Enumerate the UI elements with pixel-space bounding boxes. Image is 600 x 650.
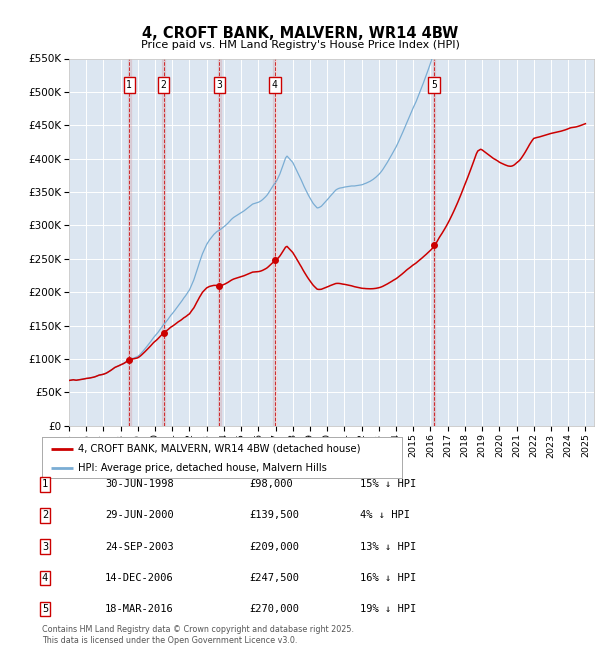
Text: 19% ↓ HPI: 19% ↓ HPI <box>360 604 416 614</box>
Text: £98,000: £98,000 <box>249 479 293 489</box>
Text: 24-SEP-2003: 24-SEP-2003 <box>105 541 174 552</box>
Text: HPI: Average price, detached house, Malvern Hills: HPI: Average price, detached house, Malv… <box>78 463 327 473</box>
Text: 5: 5 <box>431 80 437 90</box>
Text: £209,000: £209,000 <box>249 541 299 552</box>
Text: 5: 5 <box>42 604 48 614</box>
Text: 2: 2 <box>42 510 48 521</box>
Text: £247,500: £247,500 <box>249 573 299 583</box>
Bar <box>274 58 276 426</box>
Text: 29-JUN-2000: 29-JUN-2000 <box>105 510 174 521</box>
Bar <box>128 58 131 426</box>
Text: 14-DEC-2006: 14-DEC-2006 <box>105 573 174 583</box>
Bar <box>162 58 165 426</box>
Text: 3: 3 <box>217 80 222 90</box>
Text: 2: 2 <box>161 80 167 90</box>
Text: 15% ↓ HPI: 15% ↓ HPI <box>360 479 416 489</box>
Text: 4: 4 <box>272 80 278 90</box>
Text: 1: 1 <box>127 80 132 90</box>
Text: £139,500: £139,500 <box>249 510 299 521</box>
Text: 30-JUN-1998: 30-JUN-1998 <box>105 479 174 489</box>
Text: 4% ↓ HPI: 4% ↓ HPI <box>360 510 410 521</box>
Text: £270,000: £270,000 <box>249 604 299 614</box>
Bar <box>218 58 221 426</box>
Text: 18-MAR-2016: 18-MAR-2016 <box>105 604 174 614</box>
Text: 4, CROFT BANK, MALVERN, WR14 4BW (detached house): 4, CROFT BANK, MALVERN, WR14 4BW (detach… <box>78 444 361 454</box>
Text: 4: 4 <box>42 573 48 583</box>
Text: Contains HM Land Registry data © Crown copyright and database right 2025.
This d: Contains HM Land Registry data © Crown c… <box>42 625 354 645</box>
Text: 16% ↓ HPI: 16% ↓ HPI <box>360 573 416 583</box>
Text: 3: 3 <box>42 541 48 552</box>
Text: Price paid vs. HM Land Registry's House Price Index (HPI): Price paid vs. HM Land Registry's House … <box>140 40 460 50</box>
Text: 4, CROFT BANK, MALVERN, WR14 4BW: 4, CROFT BANK, MALVERN, WR14 4BW <box>142 26 458 41</box>
Text: 1: 1 <box>42 479 48 489</box>
Text: 13% ↓ HPI: 13% ↓ HPI <box>360 541 416 552</box>
Bar <box>433 58 436 426</box>
